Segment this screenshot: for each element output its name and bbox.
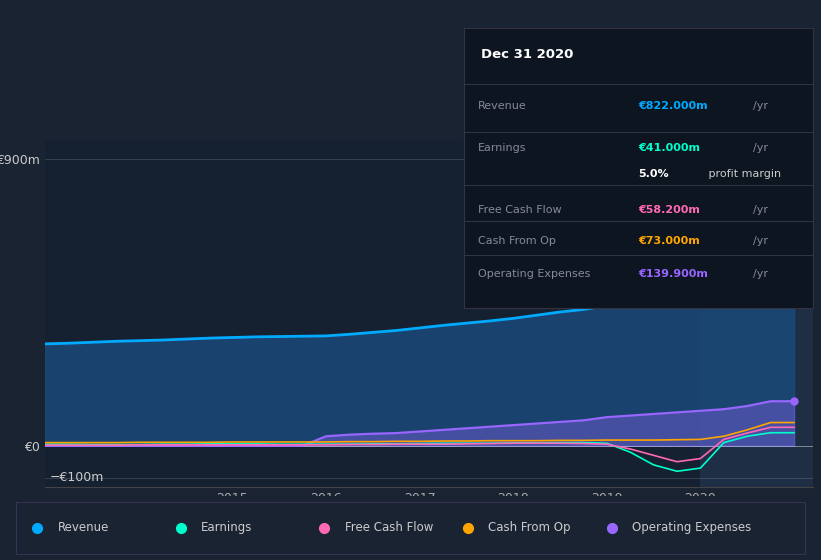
Text: €58.200m: €58.200m	[639, 205, 700, 215]
Text: €41.000m: €41.000m	[639, 143, 700, 153]
Bar	[700, 140, 813, 487]
Text: −€100m: −€100m	[50, 471, 104, 484]
Text: Free Cash Flow: Free Cash Flow	[478, 205, 562, 215]
Text: /yr: /yr	[754, 101, 768, 111]
Text: /yr: /yr	[754, 269, 768, 279]
Text: €822.000m: €822.000m	[639, 101, 708, 111]
Text: Earnings: Earnings	[478, 143, 526, 153]
Text: Dec 31 2020: Dec 31 2020	[481, 48, 574, 60]
Text: €73.000m: €73.000m	[639, 236, 700, 246]
Text: Operating Expenses: Operating Expenses	[632, 521, 751, 534]
Text: Operating Expenses: Operating Expenses	[478, 269, 590, 279]
Text: 5.0%: 5.0%	[639, 169, 669, 179]
Text: /yr: /yr	[754, 205, 768, 215]
Text: /yr: /yr	[754, 236, 768, 246]
Text: Revenue: Revenue	[57, 521, 109, 534]
Text: profit margin: profit margin	[704, 169, 781, 179]
Text: Free Cash Flow: Free Cash Flow	[345, 521, 433, 534]
Text: €139.900m: €139.900m	[639, 269, 709, 279]
Text: Earnings: Earnings	[201, 521, 253, 534]
Text: Cash From Op: Cash From Op	[488, 521, 571, 534]
Text: /yr: /yr	[754, 143, 768, 153]
Text: Cash From Op: Cash From Op	[478, 236, 556, 246]
Text: Revenue: Revenue	[478, 101, 526, 111]
